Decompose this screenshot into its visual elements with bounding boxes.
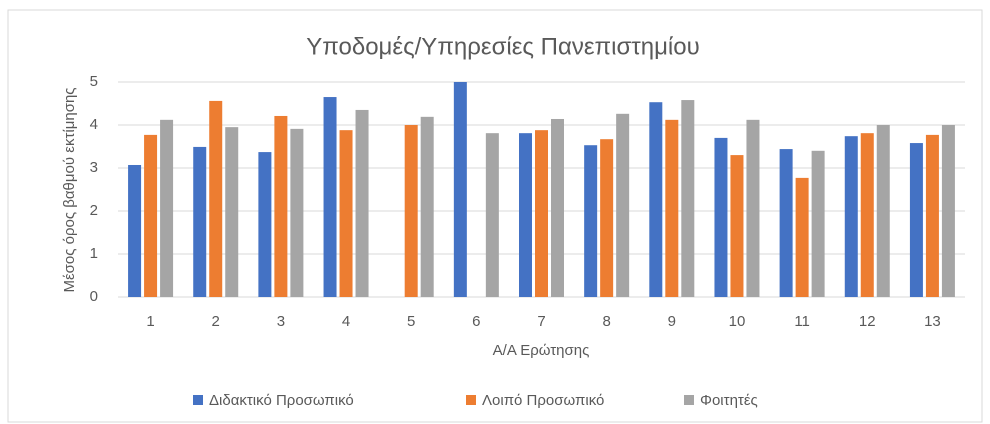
legend-swatch	[466, 395, 476, 405]
x-tick-label: 8	[602, 313, 610, 330]
bar	[795, 177, 809, 297]
x-tick-label: 12	[859, 313, 876, 330]
x-tick-label: 3	[277, 313, 285, 330]
bar	[225, 127, 239, 298]
bar	[941, 125, 955, 297]
legend-label: Λοιπό Προσωπικό	[482, 392, 604, 409]
bar	[876, 125, 890, 297]
bar	[600, 139, 614, 297]
bar	[323, 97, 337, 297]
bar	[616, 113, 630, 297]
bar	[160, 119, 174, 297]
legend-label: Διδακτικό Προσωπικό	[209, 392, 354, 409]
y-tick-label: 3	[90, 159, 98, 176]
bar	[730, 155, 744, 297]
x-tick-label: 10	[729, 313, 746, 330]
bar	[649, 102, 663, 298]
y-tick-label: 2	[90, 202, 98, 219]
bar	[860, 133, 874, 297]
bar	[144, 134, 158, 297]
y-tick-label: 1	[90, 245, 98, 262]
bar	[485, 133, 499, 297]
bar	[209, 100, 223, 297]
bar	[584, 145, 598, 297]
y-tick-label: 5	[90, 73, 98, 90]
x-tick-label: 1	[146, 313, 154, 330]
bar	[681, 100, 695, 297]
x-tick-label: 4	[342, 313, 350, 330]
bar	[535, 130, 548, 297]
x-tick-label: 9	[668, 313, 676, 330]
chart-title: Υποδομές/Υπηρεσίες Πανεπιστημίου	[306, 33, 699, 60]
x-tick-label: 2	[212, 313, 220, 330]
bar	[339, 130, 353, 297]
bar	[258, 152, 272, 297]
x-tick-label: 11	[794, 313, 810, 330]
bar	[811, 150, 825, 297]
x-tick-label: 5	[407, 313, 415, 330]
bar	[193, 146, 207, 297]
bar	[274, 115, 288, 297]
bar	[128, 164, 142, 297]
bar	[453, 82, 467, 297]
legend-swatch	[684, 395, 694, 405]
bar	[420, 116, 434, 297]
bar	[355, 109, 369, 297]
y-axis-title: Μέσος όρος βαθμού εκτίμησης	[61, 87, 78, 292]
bar	[551, 118, 564, 297]
x-axis-title: Α/Α Ερώτησης	[493, 342, 590, 359]
bar	[519, 133, 532, 297]
bar	[844, 136, 858, 297]
bar	[779, 149, 793, 297]
bar	[290, 128, 304, 297]
bar	[925, 134, 939, 297]
y-tick-label: 4	[90, 116, 98, 133]
x-tick-label: 13	[924, 313, 941, 330]
bar	[404, 125, 418, 297]
legend-swatch	[193, 395, 203, 405]
y-tick-label: 0	[90, 288, 98, 305]
bar	[909, 143, 923, 297]
bar	[714, 137, 728, 297]
x-tick-label: 7	[537, 313, 545, 330]
legend-label: Φοιτητές	[700, 392, 758, 409]
bar	[665, 119, 679, 297]
bar	[746, 119, 760, 297]
x-tick-label: 6	[472, 313, 480, 330]
